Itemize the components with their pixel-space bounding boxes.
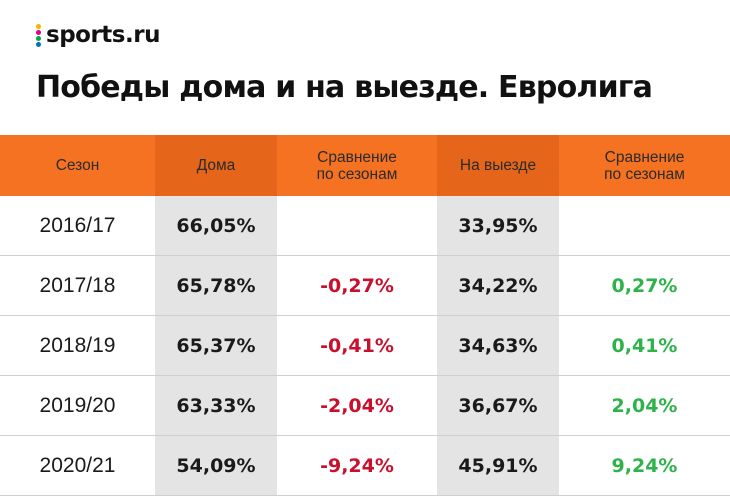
home-cell: 54,09%	[155, 436, 277, 495]
header-label: Сравнение по сезонам	[604, 148, 685, 183]
logo-dot	[36, 41, 41, 47]
logo-dot	[36, 35, 41, 41]
away-cell: 36,67%	[437, 376, 559, 435]
logo-dot	[36, 23, 41, 29]
home-cell: 65,78%	[155, 256, 277, 315]
home-compare-cell	[277, 196, 437, 255]
home-cell: 66,05%	[155, 196, 277, 255]
header-cell-home-compare: Сравнение по сезонам	[277, 135, 437, 196]
away-cell: 34,22%	[437, 256, 559, 315]
away-cell: 33,95%	[437, 196, 559, 255]
away-compare-cell: 9,24%	[611, 454, 678, 477]
season-cell: 2018/19	[39, 333, 116, 357]
home-compare-cell: -0,27%	[320, 274, 394, 297]
away-cell: 45,91%	[437, 436, 559, 495]
season-cell: 2017/18	[39, 273, 116, 297]
page-title: Победы дома и на выезде. Евролига	[36, 70, 653, 105]
away-compare-cell	[559, 196, 730, 255]
home-compare-cell: -0,41%	[320, 334, 394, 357]
table-row: 2020/21 54,09% -9,24% 45,91% 9,24%	[0, 436, 730, 496]
table-row: 2018/19 65,37% -0,41% 34,63% 0,41%	[0, 316, 730, 376]
home-cell: 63,33%	[155, 376, 277, 435]
home-compare-cell: -9,24%	[320, 454, 394, 477]
table-header: Сезон Дома Сравнение по сезонам На выезд…	[0, 135, 730, 196]
season-cell: 2016/17	[39, 213, 116, 237]
season-cell: 2020/21	[39, 453, 116, 477]
away-compare-cell: 2,04%	[611, 394, 678, 417]
stats-table: Сезон Дома Сравнение по сезонам На выезд…	[0, 135, 730, 496]
header-cell-home: Дома	[155, 135, 277, 196]
table-row: 2016/17 66,05% 33,95%	[0, 196, 730, 256]
logo-dot	[36, 29, 41, 35]
header-label: Сравнение по сезонам	[316, 148, 398, 183]
away-compare-cell: 0,27%	[611, 274, 678, 297]
home-cell: 65,37%	[155, 316, 277, 375]
table-row: 2019/20 63,33% -2,04% 36,67% 2,04%	[0, 376, 730, 436]
logo-dots-icon	[36, 23, 41, 47]
away-compare-cell: 0,41%	[611, 334, 678, 357]
header-cell-away-compare: Сравнение по сезонам	[559, 135, 730, 196]
table-body: 2016/17 66,05% 33,95% 2017/18 65,78% -0,27% 34…	[0, 196, 730, 496]
header-cell-season: Сезон	[55, 157, 100, 174]
home-compare-cell: -2,04%	[320, 394, 394, 417]
season-cell: 2019/20	[39, 393, 116, 417]
logo-text: sports.ru	[46, 22, 160, 48]
header-cell-away: На выезде	[437, 135, 559, 196]
away-cell: 34,63%	[437, 316, 559, 375]
table-row: 2017/18 65,78% -0,27% 34,22% 0,27%	[0, 256, 730, 316]
sports-ru-logo: sports.ru	[36, 22, 160, 48]
